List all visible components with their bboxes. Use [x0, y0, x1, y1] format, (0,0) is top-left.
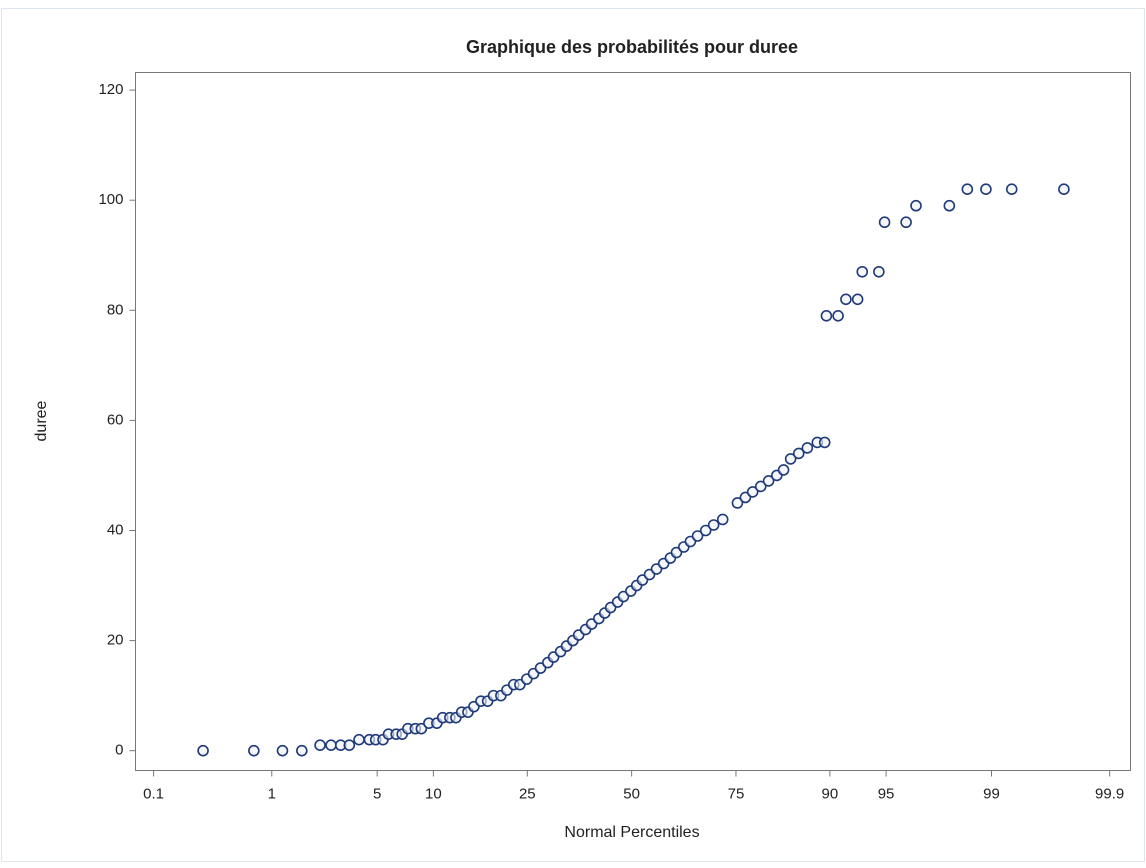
outer-frame: [1, 8, 1145, 862]
plot-frame: [135, 72, 1131, 771]
point: [699, 524, 712, 537]
x-tick-label: 99.9: [1095, 785, 1124, 802]
point: [873, 265, 885, 278]
x-axis-label: Normal Percentiles: [564, 824, 699, 841]
point: [325, 739, 337, 751]
y-tick-label: 80: [107, 301, 124, 318]
point: [784, 453, 797, 465]
point: [276, 744, 289, 757]
point: [248, 744, 260, 757]
x-tick-label: 75: [728, 785, 745, 802]
y-tick-label: 120: [98, 81, 123, 98]
point: [980, 183, 992, 196]
point: [754, 480, 767, 493]
point: [910, 199, 922, 212]
x-tick-label: 0.1: [143, 785, 164, 802]
point: [820, 310, 833, 322]
y-tick-label: 100: [98, 191, 123, 208]
x-tick-label: 99: [983, 785, 1000, 802]
point: [314, 739, 326, 751]
y-axis-label: duree: [33, 400, 50, 441]
point: [801, 442, 814, 454]
point: [900, 216, 912, 229]
point: [832, 310, 844, 322]
x-tick-label: 25: [519, 785, 536, 802]
point: [856, 265, 869, 278]
point: [1058, 183, 1070, 196]
x-tick-label: 90: [822, 785, 839, 802]
x-tick-label: 10: [425, 785, 442, 802]
point: [353, 733, 365, 746]
point: [197, 744, 209, 757]
point: [415, 722, 428, 735]
point: [746, 486, 759, 498]
y-tick-label: 40: [107, 521, 124, 538]
point: [762, 475, 775, 487]
point: [878, 216, 891, 229]
point: [777, 464, 790, 476]
point: [296, 744, 308, 757]
x-tick-label: 95: [878, 785, 895, 802]
point: [818, 436, 831, 449]
x-tick-label: 50: [623, 785, 640, 802]
point: [851, 293, 864, 306]
point: [961, 183, 974, 196]
y-tick-label: 0: [115, 742, 123, 759]
x-tick-label: 1: [268, 785, 276, 802]
point: [707, 519, 720, 531]
point: [1005, 183, 1018, 196]
chart-title: Graphique des probabilités pour duree: [466, 37, 798, 57]
point: [691, 530, 704, 542]
point: [840, 293, 852, 306]
point: [716, 513, 729, 526]
y-tick-label: 20: [107, 632, 124, 649]
x-tick-label: 5: [373, 785, 381, 802]
point: [792, 447, 805, 460]
point: [343, 739, 356, 751]
y-tick-label: 60: [107, 411, 124, 428]
point: [731, 497, 744, 509]
point: [943, 199, 956, 212]
